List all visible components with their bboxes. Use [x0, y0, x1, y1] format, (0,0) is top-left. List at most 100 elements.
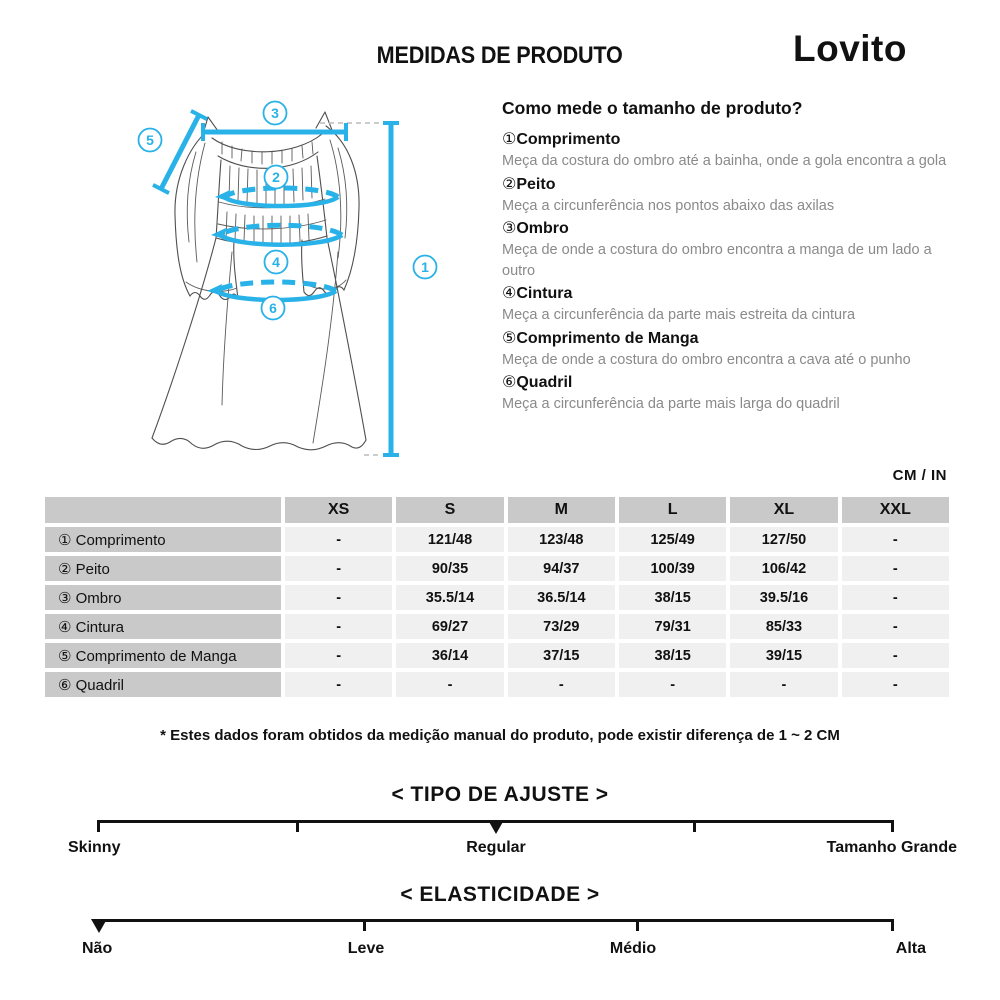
cell: 36/14	[396, 643, 504, 668]
table-header-row: XS S M L XL XXL	[45, 497, 949, 523]
size-table: XS S M L XL XXL ① Comprimento - 121/48 1…	[41, 493, 953, 701]
col-header-s: S	[396, 497, 504, 523]
row-label: ③ Ombro	[45, 585, 281, 610]
measure-length-line	[383, 121, 399, 457]
row-label: ⑤ Comprimento de Manga	[45, 643, 281, 668]
fit-scale-title: < TIPO DE AJUSTE >	[391, 783, 609, 806]
elasticity-label-alta: Alta	[895, 940, 926, 957]
dress-sketch	[151, 111, 367, 451]
table-corner-cell	[45, 497, 281, 523]
cell: -	[841, 672, 949, 697]
measure-chest-ellipse	[215, 185, 340, 209]
cell: -	[618, 672, 727, 697]
callout-2: 2	[263, 164, 289, 190]
cell: -	[507, 672, 615, 697]
cell: -	[285, 527, 393, 552]
fit-tick-25	[296, 820, 299, 832]
callout-5: 5	[137, 127, 163, 153]
svg-text:2: 2	[272, 169, 280, 185]
cell: 38/15	[618, 643, 727, 668]
table-row-quadril: ⑥ Quadril - - - - - -	[45, 672, 949, 697]
svg-text:1: 1	[421, 259, 429, 275]
cell: 39/15	[730, 643, 838, 668]
elasticity-tick-medio	[636, 919, 639, 931]
elasticity-tick-leve	[363, 919, 366, 931]
cell: 127/50	[730, 527, 838, 552]
guide-item-label: ②Peito	[502, 175, 556, 193]
cell: 35.5/14	[396, 585, 504, 610]
table-row-peito: ② Peito - 90/35 94/37 100/39 106/42 -	[45, 556, 949, 581]
measure-shoulder-line	[201, 123, 348, 141]
col-header-xl: XL	[730, 497, 838, 523]
table-row-comprimento: ① Comprimento - 121/48 123/48 125/49 127…	[45, 527, 949, 552]
cell: -	[730, 672, 838, 697]
elasticity-scale-title: < ELASTICIDADE >	[400, 883, 600, 906]
table-row-ombro: ③ Ombro - 35.5/14 36.5/14 38/15 39.5/16 …	[45, 585, 949, 610]
brand-logo: Lovito	[793, 28, 907, 69]
cell: -	[396, 672, 504, 697]
fit-tick-75	[693, 820, 696, 832]
guide-item-label: ④Cintura	[502, 285, 573, 302]
guide-item-desc: Meça da costura do ombro até a bainha, o…	[502, 153, 947, 169]
measure-waist-ellipse	[211, 222, 344, 247]
cell: 100/39	[618, 556, 727, 581]
cell: -	[841, 643, 949, 668]
guide-item-label: ⑥Quadril	[502, 374, 573, 391]
cell: -	[841, 614, 949, 639]
measurement-footnote: * Estes dados foram obtidos da medição m…	[160, 727, 840, 744]
fit-label-regular: Regular	[466, 839, 526, 856]
unit-label: CM / IN	[892, 467, 947, 484]
col-header-xxl: XXL	[841, 497, 949, 523]
col-header-m: M	[507, 497, 615, 523]
guide-item-label: ⑤Comprimento de Manga	[502, 329, 699, 347]
elasticity-label-medio: Médio	[609, 940, 657, 957]
svg-text:5: 5	[146, 132, 154, 148]
elasticity-scale-line	[98, 919, 893, 922]
cell: 39.5/16	[730, 585, 838, 610]
elasticity-tick-100	[891, 919, 894, 931]
cell: -	[841, 585, 949, 610]
fit-tick-0	[97, 820, 100, 832]
col-header-xs: XS	[285, 497, 393, 523]
table-row-manga: ⑤ Comprimento de Manga - 36/14 37/15 38/…	[45, 643, 949, 668]
guide-item-label: ③Ombro	[502, 220, 569, 237]
guide-item-desc: Meça a circunferência da parte mais larg…	[502, 396, 840, 412]
elasticity-label-nao: Não	[82, 940, 113, 957]
callout-3: 3	[262, 100, 288, 126]
row-label: ② Peito	[45, 556, 281, 581]
cell: 79/31	[618, 614, 727, 639]
cell: 69/27	[396, 614, 504, 639]
fit-marker-regular	[488, 820, 504, 834]
cell: 123/48	[507, 527, 615, 552]
cell: -	[285, 614, 393, 639]
cell: -	[285, 643, 393, 668]
guide-item-label: ①Comprimento	[502, 131, 621, 148]
guide-item-desc: Meça de onde a costura do ombro encontra…	[502, 242, 932, 279]
svg-text:4: 4	[272, 254, 280, 270]
cell: 38/15	[618, 585, 727, 610]
cell: 37/15	[507, 643, 615, 668]
cell: -	[285, 672, 393, 697]
cell: 121/48	[396, 527, 504, 552]
cell: -	[841, 527, 949, 552]
callout-1: 1	[412, 254, 438, 280]
fit-label-skinny: Skinny	[68, 839, 121, 856]
cell: 94/37	[507, 556, 615, 581]
svg-text:6: 6	[269, 300, 277, 316]
cell: 106/42	[730, 556, 838, 581]
elasticity-marker-nao	[91, 919, 107, 933]
guide-item-desc: Meça de onde a costura do ombro encontra…	[502, 351, 911, 368]
measure-guide: Como mede o tamanho de produto? ①Comprim…	[502, 98, 952, 416]
cell: -	[285, 585, 393, 610]
guide-item-desc: Meça a circunferência da parte mais estr…	[502, 307, 856, 323]
cell: 85/33	[730, 614, 838, 639]
page-title: MEDIDAS DE PRODUTO	[376, 42, 623, 69]
cell: -	[285, 556, 393, 581]
measure-sleeve-line	[152, 109, 208, 195]
cell: 36.5/14	[507, 585, 615, 610]
table-row-cintura: ④ Cintura - 69/27 73/29 79/31 85/33 -	[45, 614, 949, 639]
cell: 125/49	[618, 527, 727, 552]
row-label: ④ Cintura	[45, 614, 281, 639]
callout-4: 4	[263, 249, 289, 275]
